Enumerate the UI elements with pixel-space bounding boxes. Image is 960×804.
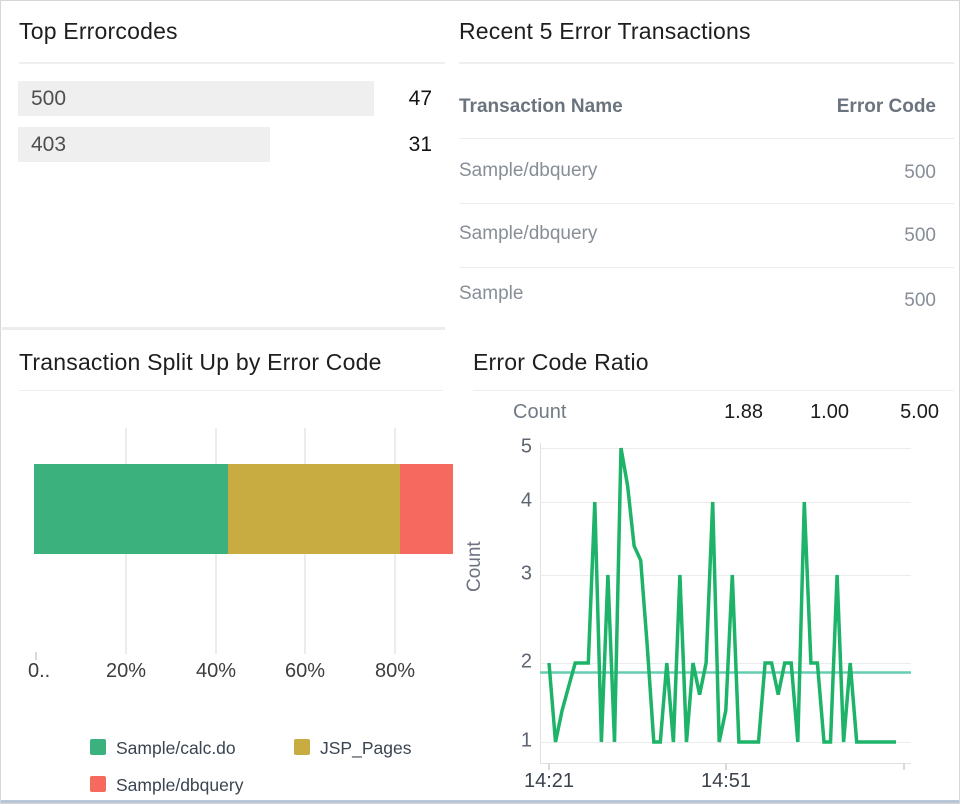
gridline (540, 663, 911, 664)
panel-transaction-split: Transaction Split Up by Error Code 0.. 2… (2, 332, 456, 802)
transaction-name[interactable]: Sample/dbquery (459, 160, 598, 181)
legend-swatch-red (90, 776, 106, 792)
bar-segment-sample-calcdo[interactable] (34, 464, 228, 554)
y-axis-line (540, 443, 541, 763)
stat-min: 1.00 (810, 401, 849, 423)
panel-top-errorcodes: Top Errorcodes 500 47 403 31 (2, 2, 445, 330)
transaction-error-code: 500 (904, 162, 936, 183)
x-tick (548, 763, 550, 770)
errorcode-row[interactable]: 403 31 (18, 127, 445, 162)
x-axis-label: 40% (195, 660, 237, 682)
errorcode-label: 500 (31, 86, 67, 110)
axis-tick (35, 652, 37, 660)
legend-swatch-gold (294, 739, 310, 755)
column-header-error-code: Error Code (836, 96, 936, 117)
x-axis-label: 80% (374, 660, 416, 682)
legend-swatch-green (90, 739, 106, 755)
errorcode-bar[interactable]: 403 (18, 127, 270, 162)
row-divider (459, 203, 954, 204)
count-series-line (547, 447, 896, 744)
errorcode-value: 31 (408, 132, 432, 156)
stat-max: 5.00 (900, 401, 939, 423)
transaction-error-code: 500 (904, 290, 936, 311)
x-tick (903, 763, 905, 770)
errorcode-label: 403 (31, 132, 67, 156)
y-tick-label: 2 (520, 650, 532, 673)
y-tick-label: 1 (520, 729, 532, 752)
x-axis-label: 0.. (28, 660, 51, 682)
panel-recent-transactions: Recent 5 Error Transactions Transaction … (445, 2, 959, 332)
gridline (540, 448, 911, 449)
x-tick-label: 14:21 (523, 770, 575, 792)
y-tick-label: 4 (520, 489, 532, 512)
panel-title-error-code-ratio: Error Code Ratio (473, 349, 649, 375)
column-header-transaction-name: Transaction Name (459, 96, 623, 117)
errorcode-bar[interactable]: 500 (18, 81, 374, 116)
y-tick-label: 3 (520, 562, 532, 585)
bar-segment-jsp-pages[interactable] (228, 464, 400, 554)
x-axis-label: 20% (105, 660, 147, 682)
transaction-error-code: 500 (904, 225, 936, 246)
x-tick (725, 763, 727, 770)
panel-title-top-errorcodes: Top Errorcodes (19, 18, 178, 44)
y-axis-title: Count (464, 541, 485, 592)
title-divider (19, 390, 443, 391)
legend-label: Sample/dbquery (116, 775, 244, 795)
title-divider (473, 390, 954, 391)
row-divider (459, 267, 954, 268)
gridline (540, 575, 911, 576)
x-axis-label: 60% (284, 660, 326, 682)
panel-title-transaction-split: Transaction Split Up by Error Code (19, 349, 382, 375)
panel-title-recent-transactions: Recent 5 Error Transactions (459, 18, 751, 44)
title-divider (459, 62, 954, 64)
stat-average: 1.88 (724, 401, 763, 423)
series-header-count: Count (513, 401, 567, 423)
errorcode-value: 47 (408, 86, 432, 110)
x-tick-label: 14:51 (700, 770, 752, 792)
y-tick-label: 5 (520, 435, 532, 458)
gridline (540, 502, 911, 503)
panel-error-code-ratio: Error Code Ratio Count 1.88 1.00 5.00 5 … (456, 332, 959, 802)
bar-segment-sample-dbquery[interactable] (400, 464, 453, 554)
stacked-bar (34, 464, 453, 554)
legend-label: Sample/calc.do (116, 738, 236, 758)
legend-label: JSP_Pages (320, 738, 412, 758)
gridline (540, 742, 911, 743)
transaction-name[interactable]: Sample/dbquery (459, 223, 598, 244)
transaction-name[interactable]: Sample (459, 283, 524, 304)
errorcode-row[interactable]: 500 47 (18, 81, 445, 116)
title-divider (19, 62, 445, 64)
row-divider (459, 138, 954, 139)
panel-divider (2, 327, 445, 330)
bottom-border (1, 800, 959, 803)
